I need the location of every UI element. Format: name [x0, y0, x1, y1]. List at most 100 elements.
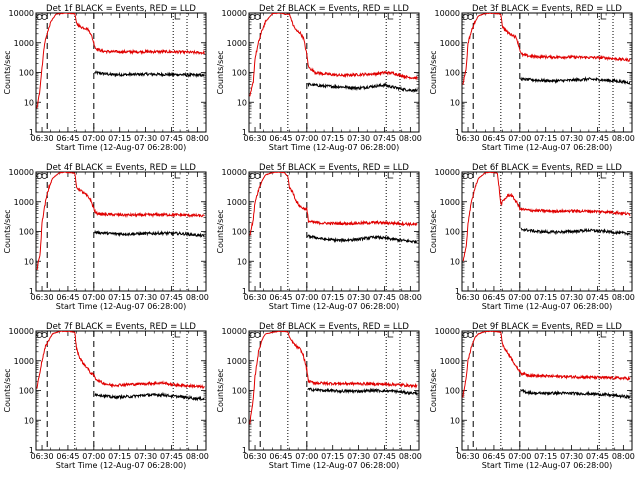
x-axis-label: Start Time (12-Aug-07 06:28:00): [56, 143, 187, 152]
event-marker-circle: [254, 14, 261, 20]
y-axis-label: Counts/sec: [216, 50, 225, 94]
x-tick-label: 07:30: [347, 293, 370, 302]
panel-title: Det 5f BLACK = Events, RED = LLD: [259, 163, 409, 173]
plot-frame: [461, 12, 633, 133]
x-tick-label: 06:30: [244, 134, 267, 143]
lld-series-line: [462, 13, 631, 85]
y-tick-label: 100: [445, 387, 460, 396]
y-tick-label: 1: [455, 287, 460, 296]
panel-title: Det 2f BLACK = Events, RED = LLD: [259, 4, 409, 14]
y-tick-label: 10000: [222, 327, 247, 336]
x-tick-label: 08:00: [612, 134, 635, 143]
x-tick-label: 07:15: [321, 293, 344, 302]
y-tick-label: 1000: [227, 357, 247, 366]
panel-det-3: Det 3f BLACK = Events, RED = LLD 1 10 100 10…: [429, 4, 635, 152]
y-tick-label: 10000: [9, 9, 34, 18]
x-tick-label: 07:15: [534, 293, 557, 302]
y-tick-label: 100: [445, 228, 460, 237]
x-tick-label: 07:45: [160, 452, 183, 461]
x-tick-label: 07:45: [586, 452, 609, 461]
y-axis-label: Counts/sec: [3, 368, 12, 412]
event-marker-circle: [254, 173, 261, 179]
event-marker-circle: [36, 173, 43, 179]
events-series-line: [520, 227, 631, 236]
y-tick-label: 100: [19, 69, 34, 78]
panel-det-2: Det 2f BLACK = Events, RED = LLD 1 10 100 10…: [216, 4, 422, 152]
y-axis-label: Counts/sec: [216, 209, 225, 253]
panel-det-5: Det 5f BLACK = Events, RED = LLD 1 10 100 10…: [216, 163, 422, 311]
y-tick-label: 10000: [222, 9, 247, 18]
y-tick-label: 1000: [14, 39, 34, 48]
event-marker-circle: [36, 14, 43, 20]
y-tick-label: 1000: [440, 39, 460, 48]
events-series-line: [94, 391, 205, 402]
y-tick-label: 1: [242, 128, 247, 137]
panel-det-7: Det 7f BLACK = Events, RED = LLD 1 10 100 10…: [3, 322, 209, 470]
plot-frame: [35, 12, 207, 133]
event-marker-circle: [462, 173, 469, 179]
flag-marker: [387, 172, 394, 179]
y-tick-label: 10: [237, 416, 247, 425]
lld-series-line: [462, 331, 631, 398]
y-axis-label: Counts/sec: [3, 209, 12, 253]
x-tick-label: 07:30: [560, 293, 583, 302]
y-tick-label: 10: [24, 257, 34, 266]
x-tick-label: 07:00: [82, 134, 105, 143]
panel-title: Det 4f BLACK = Events, RED = LLD: [46, 163, 196, 173]
x-tick-label: 06:30: [457, 134, 480, 143]
event-marker-circle: [249, 14, 256, 20]
x-tick-label: 07:15: [534, 452, 557, 461]
lld-series-line: [36, 172, 205, 271]
y-tick-label: 10: [237, 257, 247, 266]
y-tick-label: 10000: [435, 327, 460, 336]
lld-series-line: [36, 13, 205, 109]
lld-series-line: [249, 13, 418, 97]
x-tick-label: 07:00: [508, 293, 531, 302]
x-tick-label: 08:00: [399, 293, 422, 302]
y-tick-label: 1000: [440, 357, 460, 366]
x-tick-label: 06:30: [457, 293, 480, 302]
y-tick-label: 10000: [435, 168, 460, 177]
y-axis-label: Counts/sec: [429, 368, 438, 412]
panel-det-9: Det 9f BLACK = Events, RED = LLD 1 10 100 10…: [429, 322, 635, 470]
x-tick-label: 08:00: [399, 452, 422, 461]
x-tick-label: 07:00: [508, 134, 531, 143]
plot-frame: [35, 171, 207, 292]
x-tick-label: 07:45: [373, 134, 396, 143]
y-tick-label: 10: [450, 257, 460, 266]
x-tick-label: 07:00: [295, 452, 318, 461]
x-tick-label: 07:30: [134, 134, 157, 143]
x-tick-label: 08:00: [399, 134, 422, 143]
x-tick-label: 06:30: [457, 452, 480, 461]
panel-title: Det 3f BLACK = Events, RED = LLD: [472, 4, 622, 14]
y-tick-label: 10: [237, 98, 247, 107]
x-tick-label: 06:45: [482, 452, 505, 461]
x-tick-label: 06:45: [482, 293, 505, 302]
flag-marker: [600, 331, 607, 338]
y-tick-label: 1: [242, 446, 247, 455]
x-tick-label: 07:00: [508, 452, 531, 461]
x-tick-label: 07:15: [108, 293, 131, 302]
x-tick-label: 07:15: [108, 452, 131, 461]
flag-marker: [174, 172, 181, 179]
y-axis-label: Counts/sec: [429, 50, 438, 94]
x-tick-label: 07:45: [160, 134, 183, 143]
event-marker-circle: [467, 332, 474, 338]
x-tick-label: 06:45: [269, 452, 292, 461]
x-tick-label: 07:15: [321, 134, 344, 143]
lld-series-line: [36, 331, 205, 390]
y-axis-label: Counts/sec: [3, 50, 12, 94]
flag-marker: [600, 13, 607, 20]
flag-marker: [174, 13, 181, 20]
panel-title: Det 9f BLACK = Events, RED = LLD: [472, 322, 622, 332]
event-marker-circle: [249, 332, 256, 338]
y-tick-label: 1: [242, 287, 247, 296]
x-tick-label: 07:30: [134, 293, 157, 302]
event-marker-circle: [254, 332, 261, 338]
events-series-line: [94, 229, 205, 238]
y-tick-label: 1: [455, 446, 460, 455]
x-axis-label: Start Time (12-Aug-07 06:28:00): [482, 302, 613, 311]
y-tick-label: 100: [445, 69, 460, 78]
y-tick-label: 1000: [14, 198, 34, 207]
